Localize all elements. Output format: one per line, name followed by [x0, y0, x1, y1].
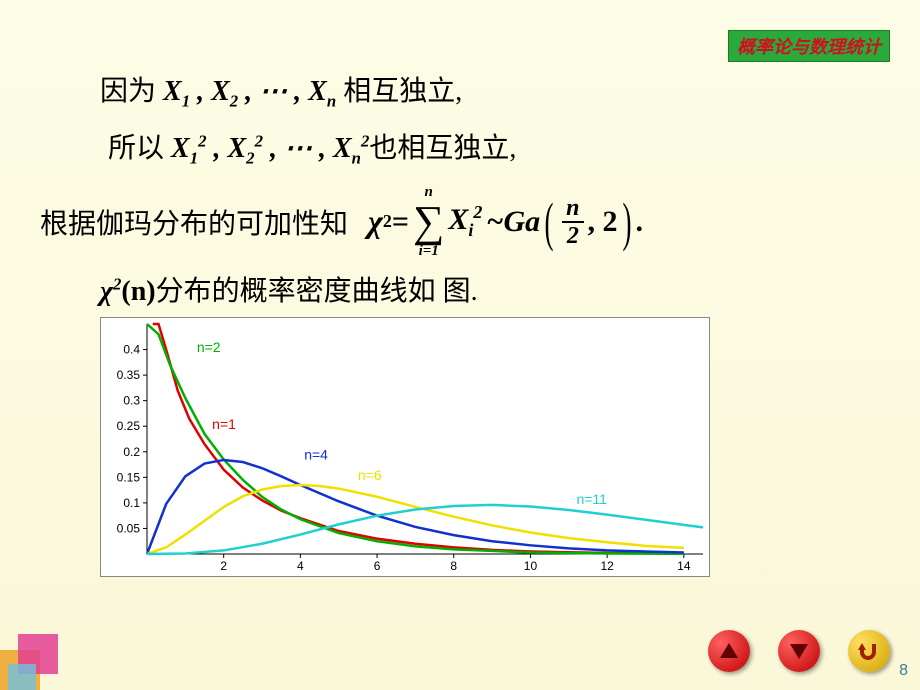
line2-pre: 所以 [108, 133, 171, 164]
svg-text:0.1: 0.1 [123, 496, 140, 510]
rparen: ) [622, 191, 631, 253]
svg-text:12: 12 [600, 559, 614, 573]
nav-back-button[interactable] [848, 630, 890, 672]
nav-up-button[interactable] [708, 630, 750, 672]
svg-text:14: 14 [677, 559, 691, 573]
svg-text:0.15: 0.15 [117, 470, 141, 484]
svg-text:n=4: n=4 [304, 446, 328, 462]
gamma-formula: χ2 = n ∑ i=1 Xi2 ~ Ga ( n 2 , 2 ) . [368, 185, 643, 259]
triangle-down-icon [788, 640, 810, 662]
text-line-1: 因为 X1 , X2 , ⋯ , Xn 相互独立, [100, 70, 880, 115]
svg-text:n=2: n=2 [197, 339, 221, 355]
tilde: ~ [486, 205, 503, 239]
slide-content: 因为 X1 , X2 , ⋯ , Xn 相互独立, 所以 X12 , X22 ,… [0, 0, 920, 577]
Ga-text: Ga [504, 205, 541, 239]
line2-math: X12 , X22 , ⋯ , Xn2 [171, 133, 369, 164]
svg-text:0.3: 0.3 [123, 394, 140, 408]
nav-buttons [708, 630, 890, 672]
sum-bottom: i=1 [419, 244, 439, 259]
svg-text:10: 10 [524, 559, 538, 573]
lparen: ( [545, 191, 554, 253]
svg-text:n=1: n=1 [212, 416, 236, 432]
line2-post: 也相互独立, [369, 133, 516, 164]
triangle-up-icon [718, 640, 740, 662]
line1-pre: 因为 [100, 76, 163, 107]
corner-decoration [0, 620, 70, 690]
svg-text:n=6: n=6 [358, 467, 382, 483]
chart-svg: 0.05 0.1 0.15 0.2 0.25 0.3 0.35 0.4 2 4 6 8 10 12 14 n=… [101, 318, 711, 578]
u-turn-icon [856, 638, 882, 664]
comma-2: , 2 [588, 205, 618, 239]
chi2n: χ2(n) [100, 276, 156, 307]
svg-text:0.4: 0.4 [123, 342, 140, 356]
svg-text:8: 8 [450, 559, 457, 573]
svg-text:2: 2 [220, 559, 227, 573]
Xi: Xi2 [448, 202, 482, 241]
chi2-density-chart: 0.05 0.1 0.15 0.2 0.25 0.3 0.35 0.4 2 4 6 8 10 12 14 n=… [100, 317, 710, 577]
line4-rest: 分布的概率密度曲线如 图. [156, 276, 478, 307]
svg-text:4: 4 [297, 559, 304, 573]
sum-symbol: ∑ [413, 200, 444, 244]
text-line-4: χ2(n)分布的概率密度曲线如 图. [100, 269, 880, 309]
svg-text:0.35: 0.35 [117, 368, 141, 382]
line3-text: 根据伽玛分布的可加性知 [40, 202, 348, 242]
svg-text:0.25: 0.25 [117, 419, 141, 433]
dot: . [636, 205, 644, 239]
text-line-2: 所以 X12 , X22 , ⋯ , Xn2也相互独立, [108, 127, 880, 172]
page-number: 8 [899, 662, 908, 680]
nav-down-button[interactable] [778, 630, 820, 672]
line1-post: 相互独立, [336, 76, 462, 107]
svg-text:0.2: 0.2 [123, 445, 140, 459]
chi-sup: 2 [383, 211, 392, 232]
line1-math: X1 , X2 , ⋯ , Xn [163, 76, 336, 107]
n-over-2: n 2 [562, 195, 583, 250]
header-badge: 概率论与数理统计 [728, 30, 890, 62]
sum-block: n ∑ i=1 [413, 185, 444, 259]
chi-symbol: χ [368, 203, 383, 240]
svg-text:n=11: n=11 [576, 491, 607, 507]
svg-text:0.05: 0.05 [117, 521, 141, 535]
text-line-3-row: 根据伽玛分布的可加性知 χ2 = n ∑ i=1 Xi2 ~ Ga ( n 2 … [40, 185, 880, 259]
eq-sign: = [392, 205, 409, 239]
svg-text:6: 6 [374, 559, 381, 573]
